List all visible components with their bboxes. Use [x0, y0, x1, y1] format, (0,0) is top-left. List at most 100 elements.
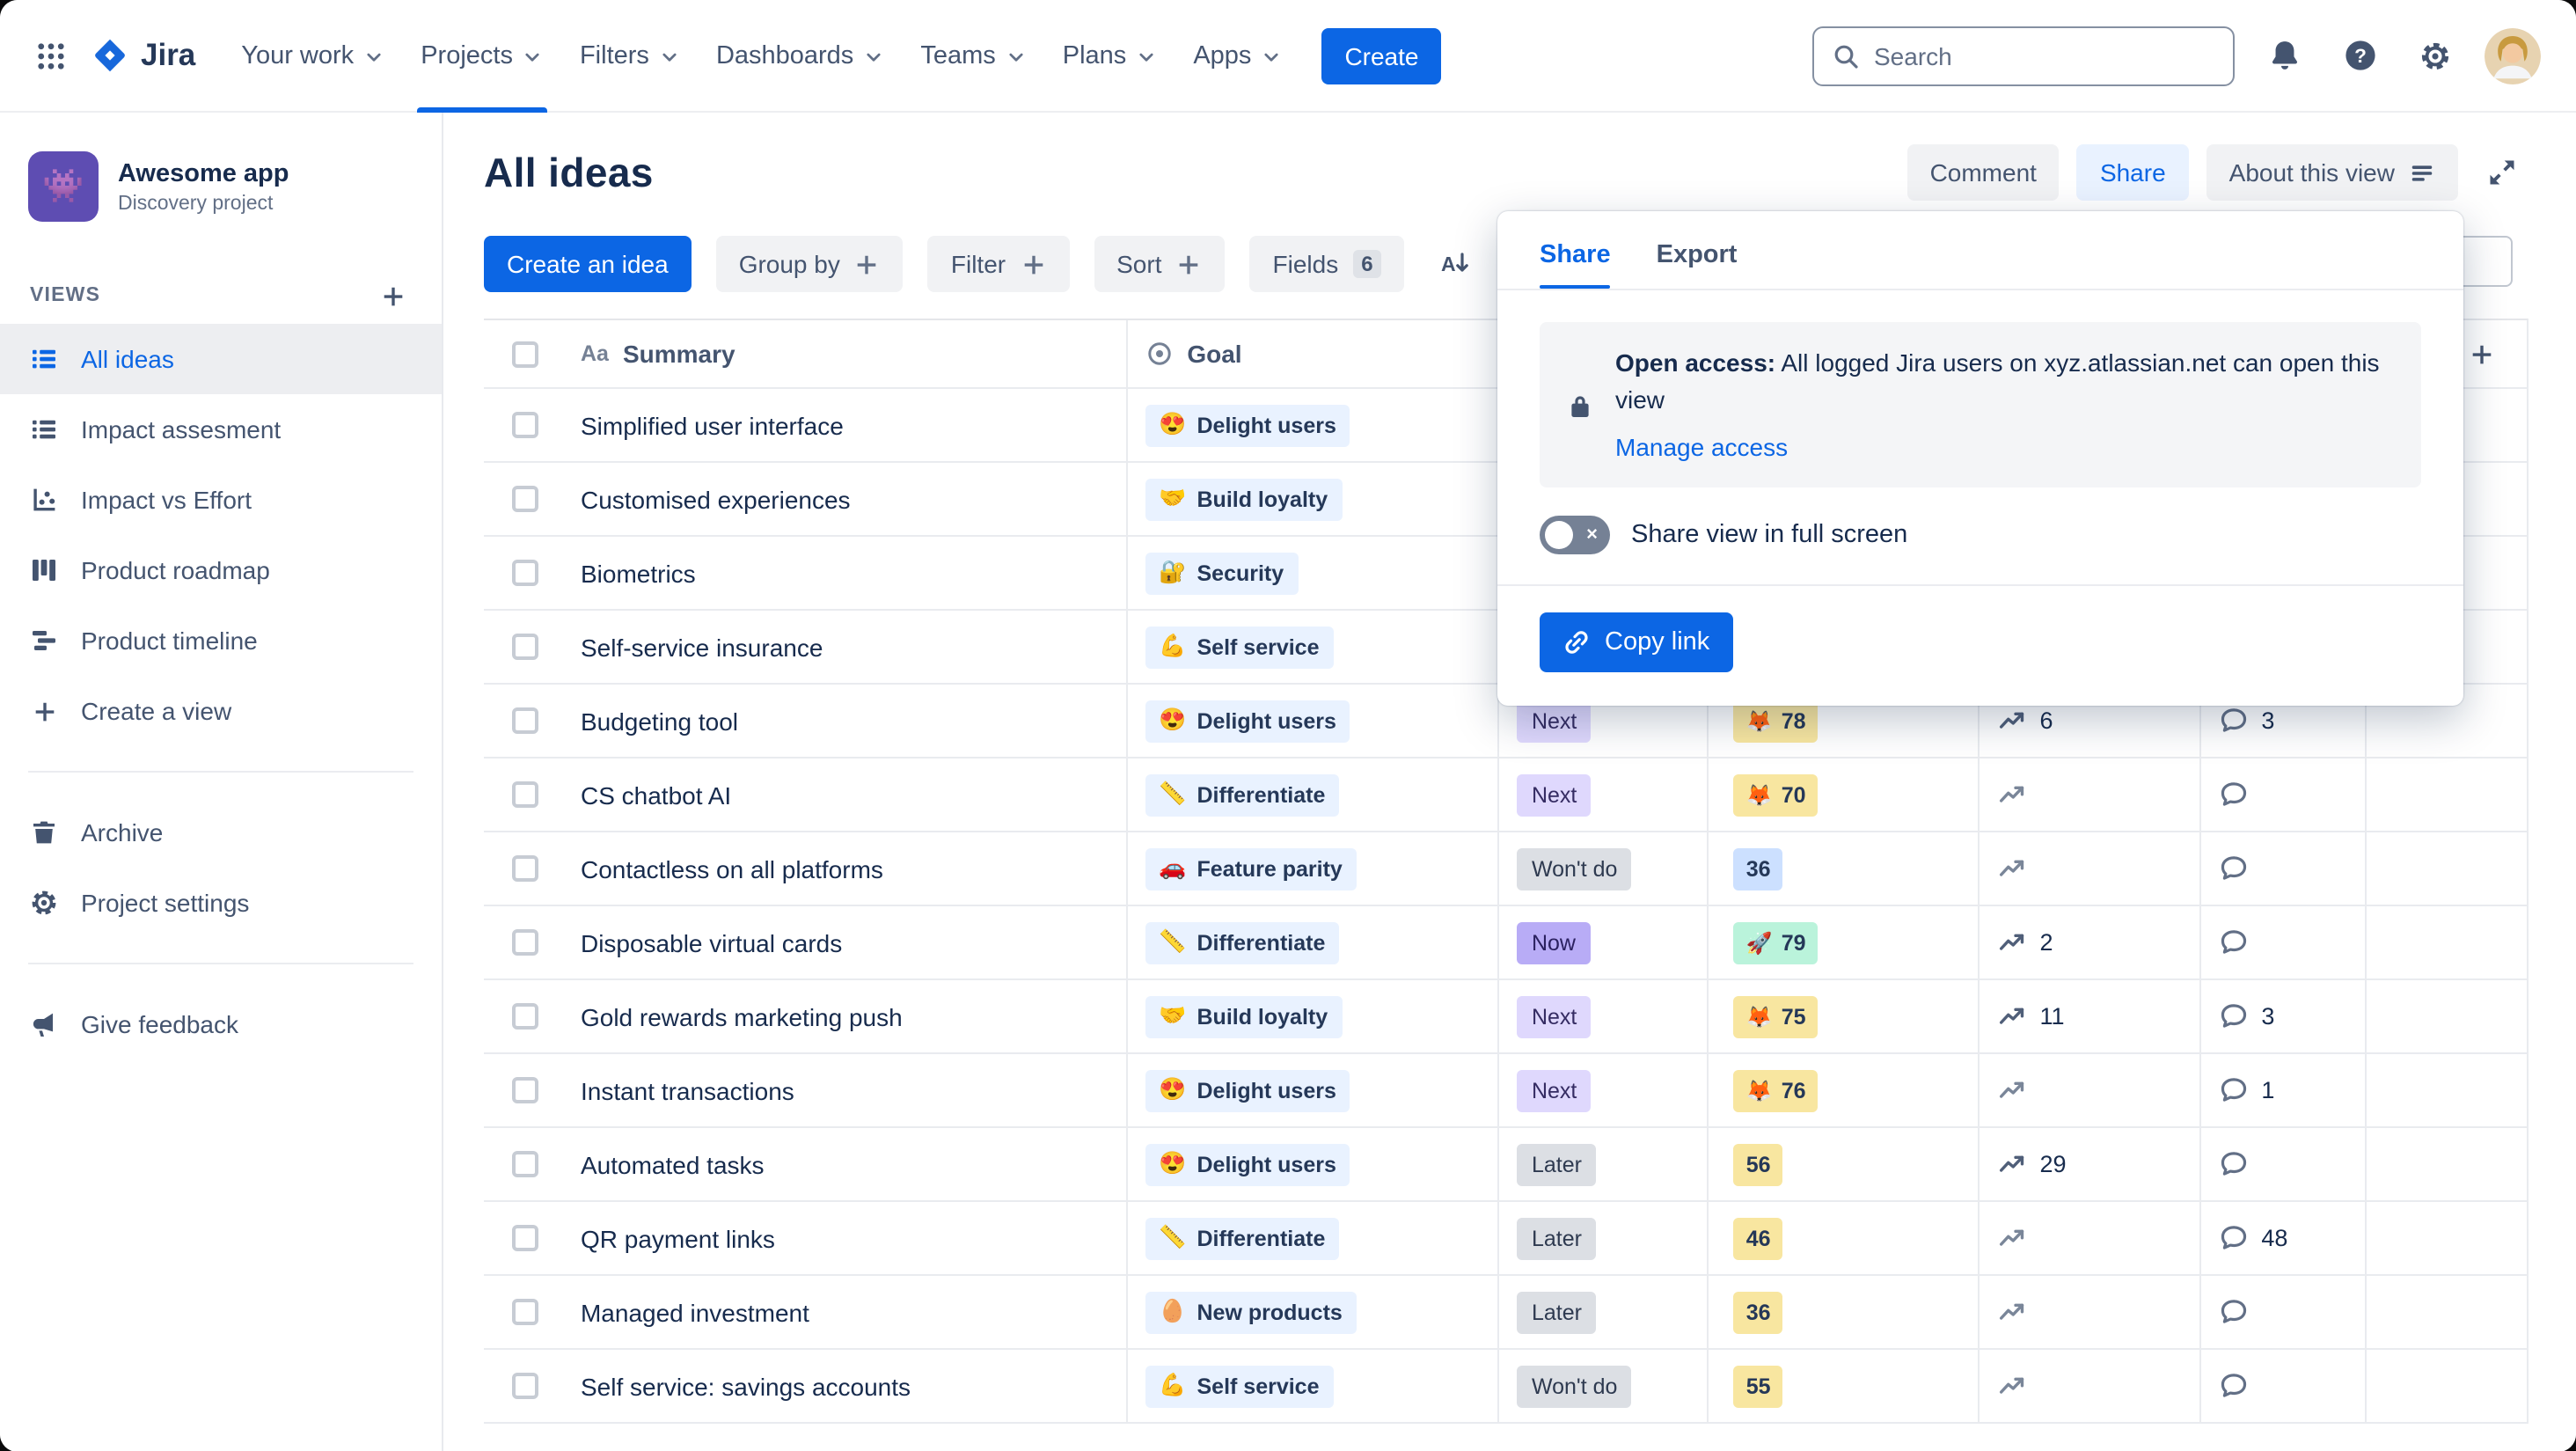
sidebar-item-product-roadmap[interactable]: Product roadmap: [0, 535, 442, 605]
status-chip[interactable]: Next: [1517, 995, 1592, 1037]
row-checkbox[interactable]: [512, 781, 538, 808]
project-header[interactable]: 👾 Awesome app Discovery project: [0, 151, 442, 222]
score-chip[interactable]: 55: [1733, 1365, 1783, 1407]
sort-button[interactable]: Sort: [1094, 236, 1226, 292]
score-chip[interactable]: 🦊 76: [1733, 1069, 1819, 1111]
nav-item-plans[interactable]: Plans: [1045, 0, 1176, 112]
goal-chip[interactable]: 🔐 Security: [1145, 552, 1299, 594]
status-chip[interactable]: Later: [1517, 1143, 1596, 1185]
idea-summary[interactable]: QR payment links: [580, 1224, 775, 1252]
row-checkbox[interactable]: [512, 707, 538, 734]
user-avatar[interactable]: [2485, 27, 2541, 84]
goal-chip[interactable]: 📏 Differentiate: [1145, 773, 1340, 816]
comment-icon[interactable]: [2219, 780, 2249, 810]
sidebar-item-give-feedback[interactable]: Give feedback: [0, 989, 442, 1059]
settings-button[interactable]: [2409, 29, 2462, 82]
score-chip[interactable]: 🦊 78: [1733, 700, 1819, 742]
status-chip[interactable]: Won't do: [1517, 1365, 1632, 1407]
help-button[interactable]: ?: [2333, 29, 2386, 82]
row-checkbox[interactable]: [512, 634, 538, 660]
goal-column-header[interactable]: Goal: [1187, 340, 1242, 368]
idea-summary[interactable]: Budgeting tool: [580, 707, 739, 735]
score-chip[interactable]: 🦊 75: [1733, 995, 1819, 1037]
jira-logo[interactable]: Jira: [91, 37, 195, 74]
trend-icon[interactable]: [1998, 1001, 2028, 1031]
goal-chip[interactable]: 😍 Delight users: [1145, 700, 1350, 742]
trend-icon[interactable]: [1998, 780, 2028, 810]
row-checkbox[interactable]: [512, 1151, 538, 1177]
nav-item-dashboards[interactable]: Dashboards: [699, 0, 903, 112]
status-chip[interactable]: Won't do: [1517, 847, 1632, 890]
goal-chip[interactable]: 😍 Delight users: [1145, 404, 1350, 446]
add-view-button[interactable]: [371, 275, 413, 317]
score-chip[interactable]: 🦊 70: [1733, 773, 1819, 816]
trend-icon[interactable]: [1998, 1297, 2028, 1327]
score-chip[interactable]: 🚀 79: [1733, 921, 1819, 964]
sidebar-item-impact-assesment[interactable]: Impact assesment: [0, 394, 442, 465]
tab-share[interactable]: Share: [1540, 241, 1612, 289]
about-view-button[interactable]: About this view: [2206, 144, 2458, 201]
score-chip[interactable]: 56: [1733, 1143, 1783, 1185]
group-by-button[interactable]: Group by: [715, 236, 904, 292]
sidebar-item-project-settings[interactable]: Project settings: [0, 868, 442, 938]
goal-chip[interactable]: 📏 Differentiate: [1145, 1217, 1340, 1259]
manage-access-link[interactable]: Manage access: [1615, 433, 1789, 461]
comment-icon[interactable]: [2219, 1001, 2249, 1031]
goal-chip[interactable]: 🤝 Build loyalty: [1145, 478, 1343, 520]
goal-chip[interactable]: 💪 Self service: [1145, 1365, 1334, 1407]
fullscreen-button[interactable]: [2476, 146, 2528, 199]
filter-button[interactable]: Filter: [927, 236, 1070, 292]
comment-icon[interactable]: [2219, 927, 2249, 957]
goal-chip[interactable]: 😍 Delight users: [1145, 1069, 1350, 1111]
row-checkbox[interactable]: [512, 1373, 538, 1399]
trend-icon[interactable]: [1998, 1149, 2028, 1179]
notifications-button[interactable]: [2258, 29, 2310, 82]
idea-summary[interactable]: Gold rewards marketing push: [580, 1002, 903, 1030]
status-chip[interactable]: Now: [1517, 921, 1590, 964]
status-chip[interactable]: Next: [1517, 1069, 1592, 1111]
row-checkbox[interactable]: [512, 1225, 538, 1251]
app-switcher-button[interactable]: [25, 29, 77, 82]
select-all-checkbox[interactable]: [512, 341, 538, 367]
row-checkbox[interactable]: [512, 855, 538, 882]
trend-icon[interactable]: [1998, 1075, 2028, 1105]
idea-summary[interactable]: Simplified user interface: [580, 411, 844, 439]
nav-item-filters[interactable]: Filters: [562, 0, 699, 112]
comment-icon[interactable]: [2219, 1075, 2249, 1105]
idea-summary[interactable]: Automated tasks: [580, 1150, 765, 1178]
goal-chip[interactable]: 🚗 Feature parity: [1145, 847, 1357, 890]
row-checkbox[interactable]: [512, 1299, 538, 1325]
goal-chip[interactable]: 😍 Delight users: [1145, 1143, 1350, 1185]
create-idea-button[interactable]: Create an idea: [484, 236, 692, 292]
idea-summary[interactable]: Contactless on all platforms: [580, 854, 883, 883]
copy-link-button[interactable]: Copy link: [1540, 612, 1733, 672]
comment-icon[interactable]: [2219, 1223, 2249, 1253]
goal-chip[interactable]: 🤝 Build loyalty: [1145, 995, 1343, 1037]
idea-summary[interactable]: Instant transactions: [580, 1076, 794, 1104]
sidebar-item-create-a-view[interactable]: Create a view: [0, 676, 442, 746]
sidebar-item-all-ideas[interactable]: All ideas: [0, 324, 442, 394]
trend-icon[interactable]: [1998, 1223, 2028, 1253]
comment-icon[interactable]: [2219, 1371, 2249, 1401]
status-chip[interactable]: Later: [1517, 1217, 1596, 1259]
trend-icon[interactable]: [1998, 927, 2028, 957]
score-chip[interactable]: 36: [1733, 1291, 1783, 1333]
row-checkbox[interactable]: [512, 929, 538, 956]
nav-item-your-work[interactable]: Your work: [223, 0, 403, 112]
global-search-input[interactable]: [1874, 41, 2215, 70]
fields-button[interactable]: Fields 6: [1249, 236, 1405, 292]
idea-summary[interactable]: Disposable virtual cards: [580, 928, 843, 956]
goal-chip[interactable]: 🥚 New products: [1145, 1291, 1357, 1333]
score-chip[interactable]: 36: [1733, 847, 1783, 890]
rank-sort-button[interactable]: A: [1430, 238, 1482, 290]
idea-summary[interactable]: Biometrics: [580, 559, 696, 587]
row-checkbox[interactable]: [512, 412, 538, 438]
trend-icon[interactable]: [1998, 1371, 2028, 1401]
fullscreen-share-toggle[interactable]: ×: [1540, 516, 1610, 554]
row-checkbox[interactable]: [512, 560, 538, 586]
status-chip[interactable]: Next: [1517, 773, 1592, 816]
comment-icon[interactable]: [2219, 1149, 2249, 1179]
nav-item-projects[interactable]: Projects: [403, 0, 562, 112]
row-checkbox[interactable]: [512, 1003, 538, 1030]
comment-button[interactable]: Comment: [1906, 144, 2060, 201]
